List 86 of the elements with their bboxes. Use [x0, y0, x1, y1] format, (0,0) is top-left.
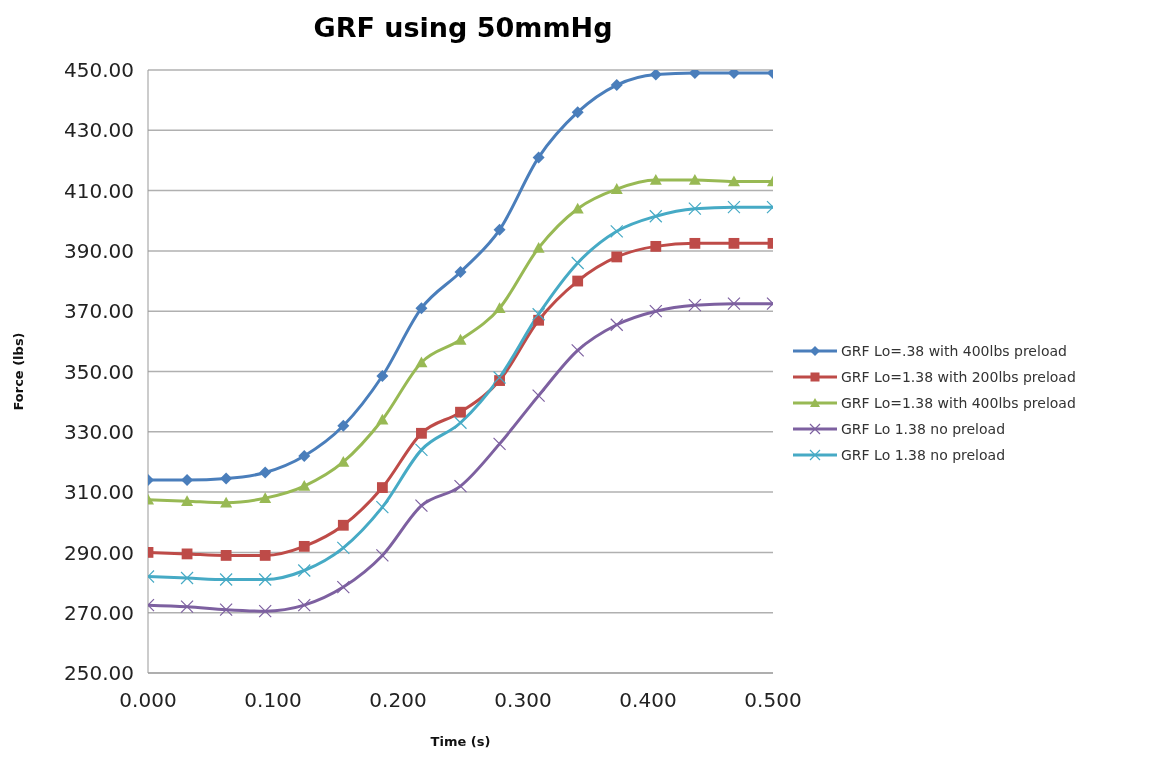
point [649, 70, 662, 81]
point [259, 466, 272, 479]
point [454, 333, 467, 345]
point [337, 519, 349, 531]
x-axis-title: Time (s) [430, 734, 491, 749]
point [688, 298, 702, 312]
legend-label: GRF Lo=.38 with 400lbs preload [841, 343, 1067, 359]
point [688, 202, 702, 216]
point [298, 449, 311, 462]
point [610, 318, 624, 332]
point [610, 224, 624, 238]
legend-label: GRF Lo=1.38 with 200lbs preload [841, 369, 1076, 385]
point [220, 472, 233, 485]
x-tick-label: 0.300 [494, 688, 552, 713]
point [219, 603, 233, 617]
point [572, 275, 584, 287]
point [415, 302, 428, 315]
point [728, 237, 740, 249]
point [492, 370, 507, 385]
point [689, 237, 701, 249]
point [416, 427, 427, 439]
y-tick-label: 430.00 [64, 118, 134, 143]
y-axis-title: Force (lbs) [10, 332, 26, 411]
y-tick-label: 250.00 [64, 661, 134, 686]
point [220, 496, 233, 508]
point [610, 183, 623, 194]
x-tick-label: 0.500 [744, 688, 802, 713]
x-tick-label: 0.200 [369, 688, 427, 713]
y-tick-label: 370.00 [64, 299, 134, 324]
point [649, 304, 663, 318]
point [181, 495, 194, 506]
point [219, 572, 233, 587]
point [414, 499, 429, 513]
legend-label: GRF Lo 1.38 no preload [841, 447, 1006, 463]
point [493, 302, 506, 313]
x-tick-label: 0.400 [619, 688, 677, 713]
point [258, 572, 272, 587]
point [532, 307, 546, 321]
point [376, 482, 388, 493]
point [258, 604, 272, 618]
y-tick-label: 310.00 [64, 480, 134, 505]
point [376, 370, 389, 383]
y-tick-label: 270.00 [64, 600, 134, 625]
y-tick-label: 410.00 [64, 178, 134, 203]
point [180, 571, 194, 585]
point [453, 479, 468, 493]
point [727, 175, 740, 187]
point [220, 550, 232, 561]
point [727, 200, 741, 214]
point [688, 174, 701, 185]
point [298, 540, 310, 552]
point [649, 174, 662, 185]
point [650, 240, 662, 252]
y-tick-label: 390.00 [64, 239, 134, 263]
point [297, 563, 311, 578]
y-tick-label: 330.00 [64, 419, 134, 444]
point [649, 209, 663, 223]
point [415, 356, 428, 368]
point [727, 297, 741, 311]
point [492, 437, 507, 451]
point [493, 223, 506, 236]
point [610, 79, 623, 92]
point [376, 413, 389, 425]
point [532, 389, 546, 403]
point [532, 151, 545, 164]
point [180, 600, 194, 614]
y-tick-label: 290.00 [64, 540, 134, 565]
point [532, 241, 545, 253]
point [375, 500, 389, 514]
point [297, 598, 311, 612]
legend-label: GRF Lo 1.38 no preload [841, 421, 1006, 437]
point [571, 106, 584, 119]
y-tick-label: 350.00 [64, 359, 134, 384]
point [259, 492, 272, 503]
point [259, 550, 271, 561]
point [454, 266, 467, 279]
x-tick-label: 0.000 [119, 688, 177, 713]
y-tick-label: 450.00 [64, 58, 134, 83]
legend-label: GRF Lo=1.38 with 400lbs preload [841, 395, 1076, 411]
point [455, 406, 466, 418]
chart-title: GRF using 50mmHg [312, 11, 614, 45]
x-tick-label: 0.100 [244, 688, 302, 713]
point [298, 480, 311, 491]
point [611, 251, 623, 263]
point [336, 580, 350, 594]
point [337, 419, 350, 432]
